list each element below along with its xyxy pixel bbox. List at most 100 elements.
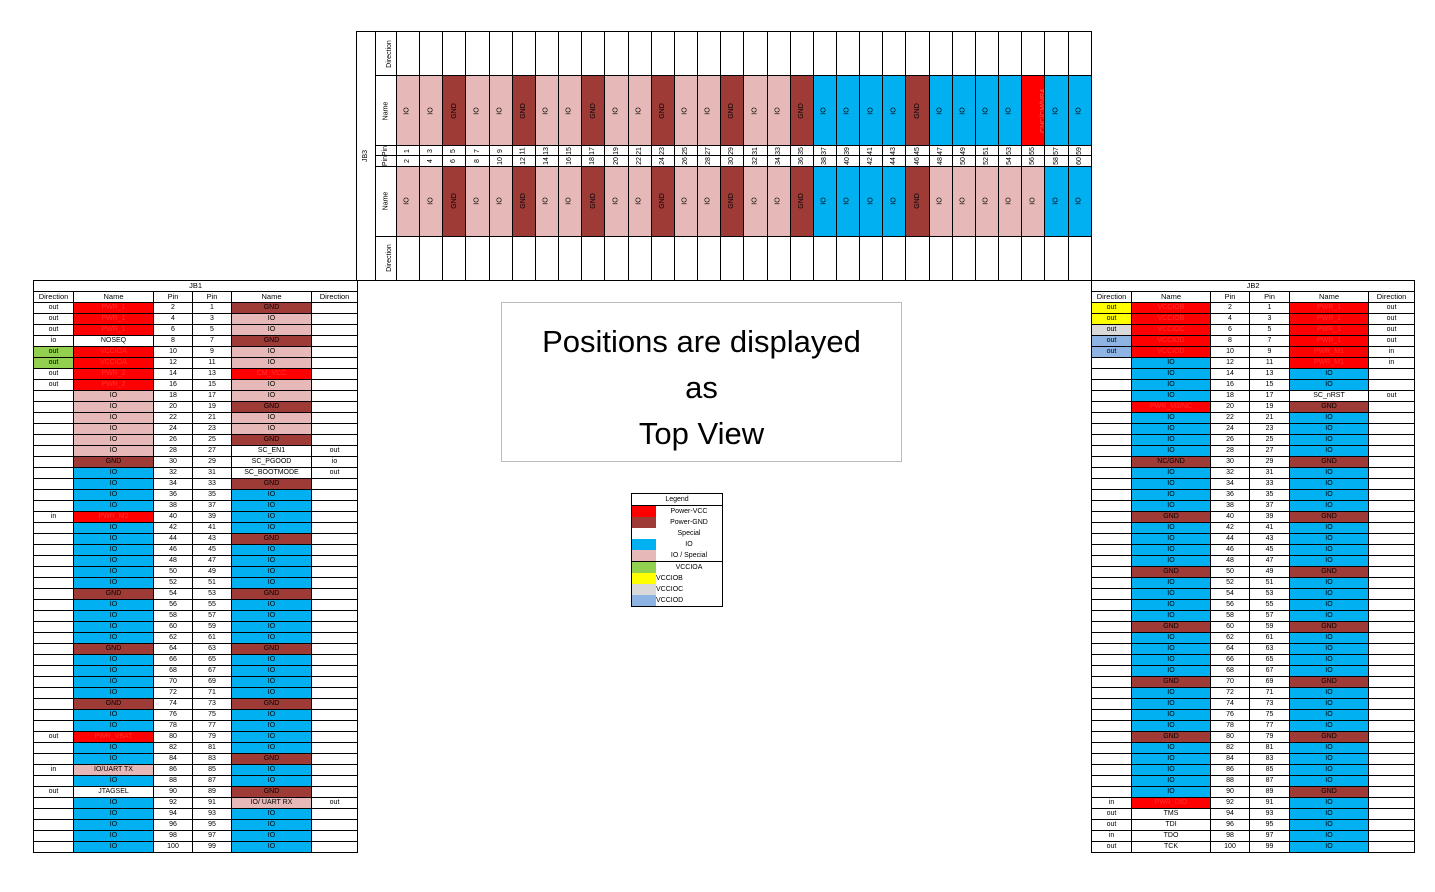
pin-cell: 22 bbox=[153, 412, 193, 424]
pin-cell: 89 bbox=[192, 786, 232, 798]
direction-cell bbox=[33, 599, 74, 611]
direction-cell: out bbox=[1091, 324, 1132, 336]
legend-item: VCCIOB bbox=[632, 573, 722, 584]
legend-swatch bbox=[632, 528, 656, 539]
direction-cell bbox=[1367, 544, 1416, 556]
direction-cell bbox=[1367, 511, 1416, 523]
jb2-header-0: Direction bbox=[1091, 291, 1132, 303]
direction-cell bbox=[1367, 709, 1416, 721]
direction-cell bbox=[1367, 786, 1416, 798]
jb3-pin-cell: 45 bbox=[905, 144, 930, 157]
direction-cell bbox=[310, 412, 359, 424]
pin-cell: 96 bbox=[153, 819, 193, 831]
jb3-name-cell: IO bbox=[743, 166, 768, 237]
direction-cell bbox=[310, 830, 359, 842]
jb3-pin-cell: 17 bbox=[581, 144, 606, 157]
pin-cell: 32 bbox=[1210, 467, 1250, 479]
table-row: IO 28 27 SC_EN1 out bbox=[33, 445, 359, 457]
direction-cell bbox=[1091, 500, 1132, 512]
direction-cell: out bbox=[1091, 346, 1132, 358]
name-cell: IO bbox=[1289, 434, 1369, 446]
direction-cell bbox=[1091, 434, 1132, 446]
name-cell: IO bbox=[231, 313, 312, 325]
direction-cell bbox=[1367, 588, 1416, 600]
pin-cell: 2 bbox=[1210, 302, 1250, 314]
pin-cell: 70 bbox=[153, 676, 193, 688]
pin-cell: 62 bbox=[1210, 632, 1250, 644]
table-row: IO 68 67 IO bbox=[33, 665, 359, 677]
jb3-direction-cell bbox=[465, 30, 490, 77]
direction-cell bbox=[33, 841, 74, 853]
name-cell: IO bbox=[1289, 797, 1369, 809]
pin-cell: 25 bbox=[192, 434, 232, 446]
jb1-header-3: Pin bbox=[192, 291, 232, 303]
table-row: IO 54 53 IO bbox=[1091, 588, 1416, 600]
table-row: GND 54 53 GND bbox=[33, 588, 359, 600]
jb3-name-cell: GND bbox=[789, 75, 814, 146]
name-cell: IO bbox=[73, 566, 154, 578]
pin-cell: 13 bbox=[1249, 368, 1290, 380]
jb3-name-cell: IO bbox=[743, 75, 768, 146]
jb3-direction-cell bbox=[882, 235, 907, 282]
name-cell: IO bbox=[1289, 445, 1369, 457]
table-row: IO 18 17 SC_nRST out bbox=[1091, 390, 1416, 402]
jb3-direction-cell bbox=[627, 235, 652, 282]
pin-cell: 20 bbox=[153, 401, 193, 413]
table-row: io NOSEQ 8 7 GND bbox=[33, 335, 359, 347]
pin-cell: 41 bbox=[192, 522, 232, 534]
jb3-name-cell: IO bbox=[1021, 166, 1046, 237]
direction-cell bbox=[1091, 423, 1132, 435]
pin-cell: 46 bbox=[1210, 544, 1250, 556]
jb3-pin-cell: 23 bbox=[650, 144, 675, 157]
jb3-direction-cell bbox=[998, 30, 1023, 77]
jb3-direction-cell bbox=[882, 30, 907, 77]
pin-cell: 51 bbox=[192, 577, 232, 589]
direction-cell bbox=[1367, 379, 1416, 391]
name-cell: IO bbox=[1131, 544, 1211, 556]
jb3-name-cell: IO bbox=[928, 166, 953, 237]
pin-cell: 91 bbox=[1249, 797, 1290, 809]
direction-cell bbox=[1367, 500, 1416, 512]
table-row: out PWR_1 6 5 IO bbox=[33, 324, 359, 336]
direction-cell bbox=[1367, 654, 1416, 666]
name-cell: IO bbox=[73, 621, 154, 633]
jb3-pin-cell: 16 bbox=[558, 155, 583, 168]
pin-cell: 31 bbox=[192, 467, 232, 479]
pin-cell: 26 bbox=[153, 434, 193, 446]
legend-item: Special bbox=[632, 528, 722, 539]
jb3-name-cell: IO bbox=[812, 166, 837, 237]
name-cell: GND bbox=[231, 698, 312, 710]
pin-cell: 22 bbox=[1210, 412, 1250, 424]
table-row: IO 16 15 IO bbox=[1091, 379, 1416, 391]
pin-cell: 28 bbox=[153, 445, 193, 457]
name-cell: IO bbox=[1131, 786, 1211, 798]
pin-cell: 39 bbox=[1249, 511, 1290, 523]
jb3-pin-cell: 20 bbox=[604, 155, 629, 168]
direction-cell bbox=[310, 390, 359, 402]
jb3-direction-cell bbox=[1067, 235, 1093, 282]
name-cell: IO bbox=[1131, 665, 1211, 677]
name-cell: IO bbox=[231, 764, 312, 776]
direction-cell bbox=[1091, 511, 1132, 523]
name-cell: GND bbox=[1289, 731, 1369, 743]
name-cell: IO bbox=[73, 775, 154, 787]
name-cell: IO bbox=[1131, 379, 1211, 391]
pin-cell: 83 bbox=[1249, 753, 1290, 765]
jb3-direction-cell bbox=[604, 235, 629, 282]
direction-cell bbox=[310, 478, 359, 490]
name-cell: PWR_2 bbox=[73, 379, 154, 391]
pin-cell: 84 bbox=[1210, 753, 1250, 765]
pin-cell: 75 bbox=[192, 709, 232, 721]
jb3-name-cell: GND bbox=[511, 166, 536, 237]
pin-cell: 39 bbox=[192, 511, 232, 523]
direction-cell bbox=[33, 720, 74, 732]
pin-cell: 61 bbox=[1249, 632, 1290, 644]
table-row: IO 20 19 GND bbox=[33, 401, 359, 413]
name-cell: TCK bbox=[1131, 841, 1211, 853]
name-cell: IO bbox=[1131, 368, 1211, 380]
pin-cell: 60 bbox=[153, 621, 193, 633]
name-cell: GND bbox=[231, 643, 312, 655]
table-row: IO 92 91 IO/ UART RX out bbox=[33, 797, 359, 809]
jb3-name-cell: IO bbox=[604, 75, 629, 146]
jb3-row-label: Pin bbox=[375, 144, 397, 157]
